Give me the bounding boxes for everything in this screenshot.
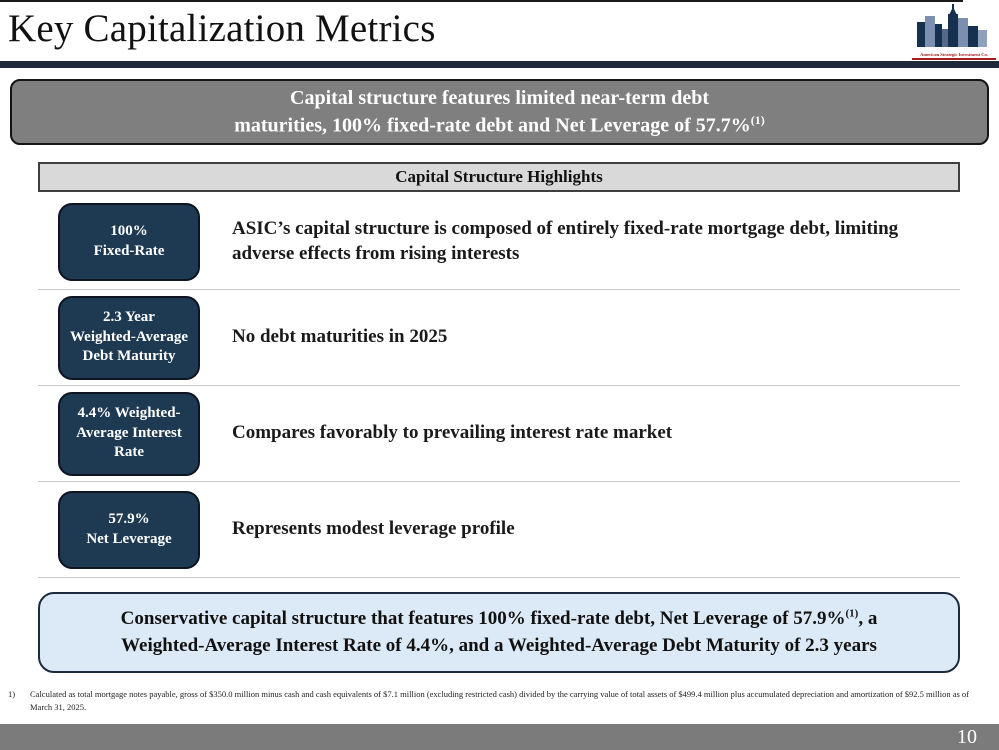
footnote-marker: 1) [8,689,16,699]
highlight-row-fixed-rate: 100% Fixed-Rate ASIC’s capital structure… [38,194,960,290]
summary-text: Conservative capital structure that feat… [88,606,910,659]
banner-text-2: maturities, 100% fixed-rate debt and Net… [234,114,751,137]
highlight-row-interest-rate: 4.4% Weighted- Average Interest Rate Com… [38,386,960,482]
highlight-text-interest-rate: Compares favorably to prevailing interes… [232,422,673,444]
highlights-header: Capital Structure Highlights [38,162,960,192]
city-skyline-icon [917,4,987,47]
summary-text-part2: , a Weighted-Average Interest Rate of 4.… [121,607,878,656]
badge-interest-rate: 4.4% Weighted- Average Interest Rate [58,391,200,476]
key-message-banner: Capital structure features limited near-… [10,79,989,145]
highlights-section: Capital Structure Highlights 100% Fixed-… [38,162,960,578]
top-rule [0,0,963,2]
footnote: 1) Calculated as total mortgage notes pa… [8,688,993,714]
highlight-row-net-leverage: 57.9% Net Leverage Represents modest lev… [38,482,960,578]
highlight-text-fixed-rate: ASIC’s capital structure is composed of … [232,217,899,264]
page-title: Key Capitalization Metrics [8,7,436,50]
summary-callout: Conservative capital structure that feat… [38,592,960,673]
footer-bar: 10 [0,724,999,750]
footnote-text: Calculated as total mortgage notes payab… [30,689,970,712]
logo-company-name: American Strategic Investment Co. [920,52,988,57]
title-divider-bar [0,61,999,68]
badge-net-leverage: 57.9% Net Leverage [58,490,200,569]
summary-footnote-ref: (1) [845,607,859,620]
logo-underline [912,58,996,60]
highlight-text-debt-maturity: No debt maturities in 2025 [232,326,448,348]
badge-debt-maturity: 2.3 Year Weighted-Average Debt Maturity [58,295,200,380]
company-logo: American Strategic Investment Co. [912,3,996,61]
banner-line-1: Capital structure features limited near-… [12,85,987,112]
banner-text-1: Capital structure features limited near-… [290,86,709,109]
summary-text-part1: Conservative capital structure that feat… [120,607,846,629]
highlight-text-net-leverage: Represents modest leverage profile [232,518,515,540]
highlight-row-debt-maturity: 2.3 Year Weighted-Average Debt Maturity … [38,290,960,386]
banner-line-2: maturities, 100% fixed-rate debt and Net… [12,112,987,140]
badge-fixed-rate: 100% Fixed-Rate [58,202,200,281]
page-number: 10 [957,726,977,748]
banner-footnote-ref: (1) [750,112,765,127]
